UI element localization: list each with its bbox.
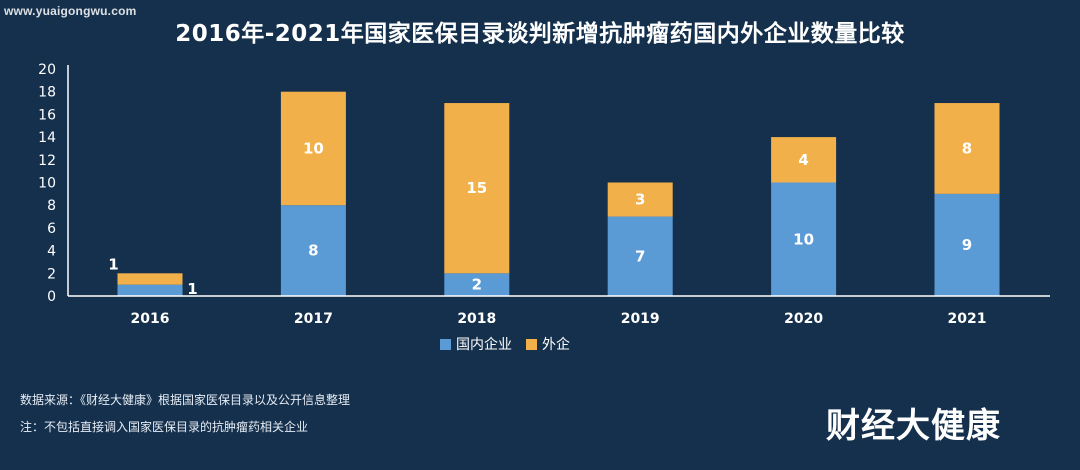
y-tick-label: 18 [38,85,56,101]
y-tick-label: 10 [38,176,56,192]
x-tick-label: 2020 [784,311,823,327]
bar-segment-domestic [934,193,1000,296]
watermark: www.yuaigongwu.com [4,4,137,18]
x-tick-label: 2018 [457,311,496,327]
x-tick-label: 2016 [131,311,170,327]
legend-swatch-domestic [440,338,451,350]
y-tick-label: 12 [38,153,56,169]
y-tick-label: 16 [38,107,56,123]
data-label: 9 [962,236,972,254]
data-label: 15 [466,179,487,197]
data-label: 10 [303,139,324,157]
y-tick-label: 4 [47,244,56,260]
x-tick-label: 2021 [948,311,987,327]
data-label: 7 [635,247,645,265]
bar-segment-domestic [771,182,837,296]
bar-segment-foreign [117,273,183,285]
data-label: 1 [187,280,197,298]
data-label: 8 [962,139,972,157]
bar-segment-foreign [444,103,510,274]
footnote: 注：不包括直接调入国家医保目录的抗肿瘤药相关企业 [20,420,309,434]
x-tick-label: 2019 [621,311,660,327]
legend-label-domestic: 国内企业 [456,337,512,353]
bar-segment-domestic [117,284,183,296]
bar-segment-domestic [607,216,673,296]
y-tick-label: 0 [47,289,56,305]
legend: 国内企业 外企 [440,334,570,354]
y-axis: 0 2 4 6 8 10 12 14 16 18 20 [38,62,69,305]
x-tick-label: 2017 [294,311,333,327]
data-label: 3 [635,191,645,209]
bar-segment-domestic [444,273,510,296]
chart-title: 2016年-2021年国家医保目录谈判新增抗肿瘤药国内外企业数量比较 [175,21,905,47]
bar-segment-foreign [607,182,673,217]
legend-swatch-foreign [526,338,537,350]
y-tick-label: 8 [47,198,56,214]
bar-segment-foreign [280,91,346,206]
bars [117,91,1000,296]
data-label: 4 [798,151,808,169]
data-label: 2 [472,276,482,294]
legend-item-foreign: 外企 [526,334,570,354]
y-tick-label: 20 [38,62,56,78]
bar-segment-foreign [771,137,837,183]
data-label: 10 [793,230,814,248]
brand-logo: 财经大健康 [826,406,1001,446]
bar-segment-domestic [280,205,346,296]
y-tick-label: 2 [47,266,56,282]
data-label: 1 [108,255,118,273]
y-tick-label: 14 [38,130,56,146]
data-source-note: 数据来源：《财经大健康》根据国家医保目录以及公开信息整理 [20,393,351,407]
legend-label-foreign: 外企 [542,337,570,353]
legend-item-domestic: 国内企业 [440,334,512,354]
bar-segment-foreign [934,103,1000,194]
y-tick-label: 6 [47,221,56,237]
x-axis: 2016 2017 2018 2019 2020 2021 [68,295,1050,327]
data-label: 8 [308,242,318,260]
